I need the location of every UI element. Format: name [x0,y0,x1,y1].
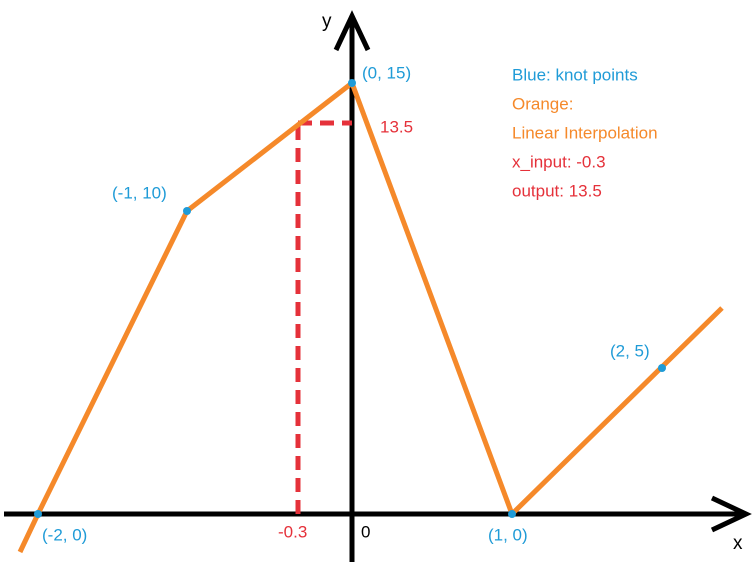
query-y-label: 13.5 [380,117,413,136]
x-arrow [710,495,752,533]
origin-label: 0 [361,522,370,541]
x-label: x [733,533,743,554]
y-arrow [333,10,371,52]
knot [658,364,666,372]
y-label: y [322,11,332,32]
knot [34,510,42,518]
knot-label: (0, 15) [362,63,411,82]
knot-label: (-2, 0) [42,525,87,544]
knot-label: (2, 5) [610,341,650,360]
knot-label: (-1, 10) [112,183,167,202]
legend-text: output: 13.5 [512,181,602,200]
knot-label: (1, 0) [488,525,528,544]
interpolation-line [17,80,724,554]
legend-text: x_input: -0.3 [512,152,606,171]
knot [348,79,356,87]
query-x-label: -0.3 [278,522,307,541]
legend-text: Orange: [512,94,573,113]
knot [508,510,516,518]
legend-text: Linear Interpolation [512,123,658,142]
knot [183,207,191,215]
legend-text: Blue: knot points [512,65,638,84]
